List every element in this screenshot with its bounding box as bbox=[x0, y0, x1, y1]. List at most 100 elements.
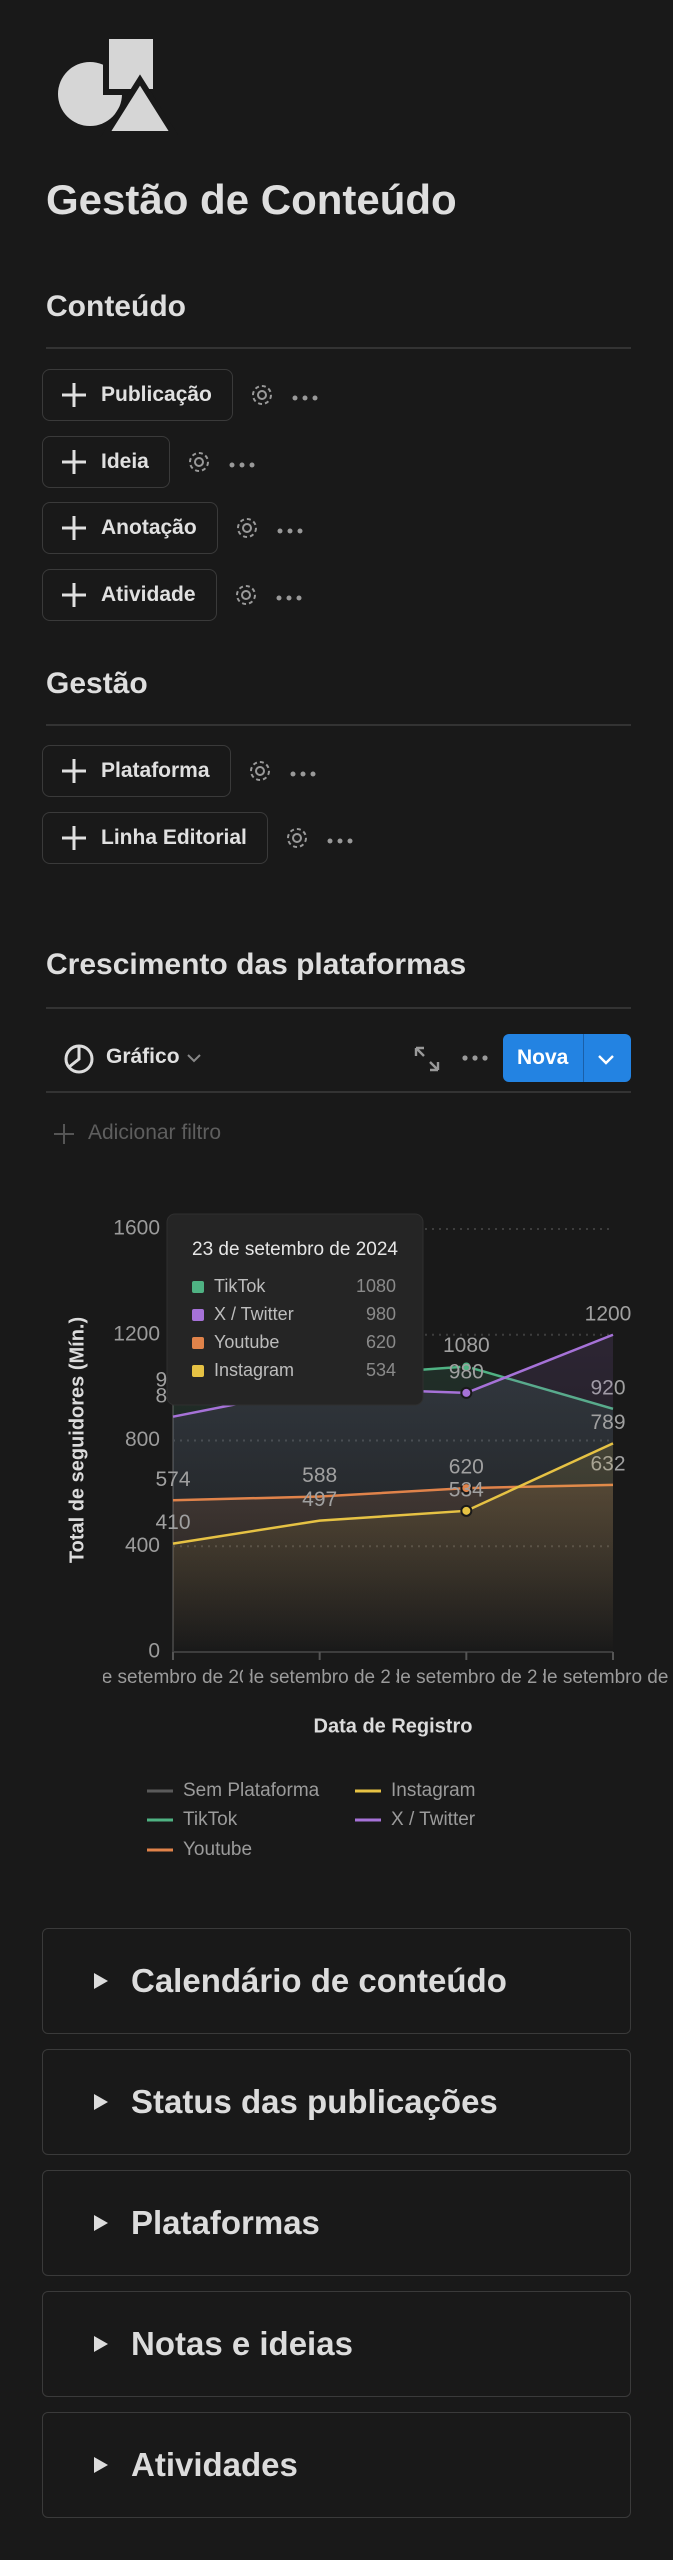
section-heading: Gestão bbox=[46, 667, 148, 700]
chart-heading: Crescimento das plataformas bbox=[46, 948, 467, 981]
x-tick-label: 23 de setembro de 2024 bbox=[363, 1667, 569, 1688]
data-label: 980 bbox=[449, 1360, 484, 1383]
data-label: 497 bbox=[302, 1488, 337, 1511]
more-icon[interactable] bbox=[275, 590, 303, 608]
add-button[interactable]: Publicação bbox=[42, 369, 233, 421]
button-label: Publicação bbox=[101, 383, 212, 406]
chevron[interactable] bbox=[597, 1050, 615, 1068]
settings-icon[interactable] bbox=[249, 382, 275, 413]
more-icon[interactable] bbox=[228, 457, 256, 475]
filter[interactable]: Adicionar filtro bbox=[88, 1121, 222, 1144]
y-tick-label: 0 bbox=[148, 1640, 160, 1663]
more-icon[interactable] bbox=[289, 766, 317, 784]
tooltip-box bbox=[166, 1213, 424, 1406]
data-label: 410 bbox=[155, 1511, 190, 1534]
tooltip-value: 620 bbox=[366, 1332, 396, 1352]
more-icon[interactable] bbox=[326, 833, 354, 851]
tooltip-name: Youtube bbox=[214, 1332, 279, 1352]
hover-dot bbox=[460, 1386, 473, 1399]
data-label: 588 bbox=[302, 1464, 337, 1487]
line bbox=[172, 1442, 614, 1545]
chart-icon bbox=[64, 1044, 94, 1074]
x-tick-label: 30 de setembro de 2024 bbox=[510, 1667, 673, 1688]
collapsible-section[interactable]: Plataformas bbox=[42, 2170, 631, 2276]
legend-label: Youtube bbox=[183, 1839, 252, 1860]
legend-label: Sem Plataforma bbox=[183, 1780, 320, 1801]
settings-icon[interactable] bbox=[186, 449, 212, 480]
y-tick-label: 400 bbox=[125, 1534, 160, 1557]
tooltip-name: X / Twitter bbox=[214, 1304, 294, 1324]
add-button[interactable]: Ideia bbox=[42, 436, 170, 488]
tooltip-value: 1080 bbox=[356, 1276, 396, 1296]
y-tick-label: 1600 bbox=[113, 1217, 160, 1240]
more-icon[interactable] bbox=[276, 523, 304, 541]
button-label: Anotação bbox=[101, 516, 197, 539]
chevron bbox=[187, 1054, 201, 1063]
button-label: Ideia bbox=[101, 450, 149, 473]
collapsible-section[interactable]: Atividades bbox=[42, 2412, 631, 2518]
add-button[interactable]: Linha Editorial bbox=[42, 812, 268, 864]
legend-label: TikTok bbox=[183, 1809, 238, 1830]
tooltip-swatch bbox=[192, 1365, 204, 1377]
area bbox=[173, 1443, 613, 1652]
new-label: Nova bbox=[517, 1046, 569, 1069]
section-title: Atividades bbox=[131, 2446, 298, 2483]
settings-icon[interactable] bbox=[284, 825, 310, 856]
section-title: Plataformas bbox=[131, 2204, 320, 2241]
tooltip-swatch bbox=[192, 1309, 204, 1321]
tooltip-name: TikTok bbox=[214, 1276, 266, 1296]
button-label: Plataforma bbox=[101, 759, 210, 782]
add-button[interactable]: Plataforma bbox=[42, 745, 231, 797]
settings-icon[interactable] bbox=[233, 582, 259, 613]
more-icon[interactable] bbox=[460, 1050, 490, 1066]
legend-label: X / Twitter bbox=[391, 1809, 476, 1830]
expand-icon[interactable] bbox=[412, 1044, 442, 1074]
data-label: 534 bbox=[449, 1478, 484, 1501]
data-label: 620 bbox=[449, 1456, 484, 1479]
settings-icon[interactable] bbox=[234, 515, 260, 546]
hover-dot bbox=[460, 1482, 473, 1495]
view-label[interactable]: Gráfico bbox=[106, 1045, 180, 1068]
section-title: Calendário de conteúdo bbox=[131, 1962, 507, 1999]
tooltip-value: 534 bbox=[366, 1360, 396, 1380]
divider bbox=[46, 1091, 631, 1093]
section-heading: Conteúdo bbox=[46, 290, 186, 323]
hover-dot bbox=[460, 1504, 473, 1517]
collapsible-section[interactable]: Notas e ideias bbox=[42, 2291, 631, 2397]
tooltip-swatch bbox=[192, 1337, 204, 1349]
collapsible-section[interactable]: Calendário de conteúdo bbox=[42, 1928, 631, 2034]
chart: Data de Registro Total de seguidores (Mí… bbox=[66, 1213, 673, 1860]
data-label: 1200 bbox=[585, 1302, 632, 1325]
plus-icon bbox=[54, 1124, 74, 1144]
split bbox=[583, 1034, 584, 1082]
x-tick-label: 16 de setembro de 2024 bbox=[217, 1667, 423, 1688]
add-button[interactable]: Anotação bbox=[42, 502, 218, 554]
hover-dot bbox=[460, 1360, 473, 1373]
tooltip: 23 de setembro de 2024 TikTok 1080 X / Twit… bbox=[166, 1213, 424, 1406]
tooltip-name: Instagram bbox=[214, 1360, 294, 1380]
data-label: 1080 bbox=[443, 1334, 490, 1357]
settings-icon[interactable] bbox=[247, 758, 273, 789]
y-tick-label: 800 bbox=[125, 1428, 160, 1451]
x-axis-title: Data de Registro bbox=[314, 1715, 473, 1737]
section-title: Status das publicações bbox=[131, 2083, 498, 2120]
tooltip-swatch bbox=[192, 1281, 204, 1293]
divider bbox=[46, 1007, 631, 1009]
tooltip-title: 23 de setembro de 2024 bbox=[192, 1239, 398, 1260]
legend-label: Instagram bbox=[391, 1780, 475, 1801]
more-icon[interactable] bbox=[291, 390, 319, 408]
divider bbox=[46, 347, 631, 349]
x-tick-label: 9 de setembro de 2024 bbox=[75, 1667, 271, 1688]
data-label: 789 bbox=[590, 1411, 625, 1434]
collapsible-section[interactable]: Status das publicações bbox=[42, 2049, 631, 2155]
button-label: Linha Editorial bbox=[101, 826, 247, 849]
logo bbox=[58, 34, 178, 137]
divider bbox=[46, 724, 631, 726]
add-button[interactable]: Atividade bbox=[42, 569, 217, 621]
tooltip-value: 980 bbox=[366, 1304, 396, 1324]
new-button[interactable]: Nova bbox=[503, 1034, 631, 1082]
data-label: 574 bbox=[155, 1468, 190, 1491]
section-title: Notas e ideias bbox=[131, 2325, 353, 2362]
page-title: Gestão de Conteúdo bbox=[46, 176, 457, 223]
